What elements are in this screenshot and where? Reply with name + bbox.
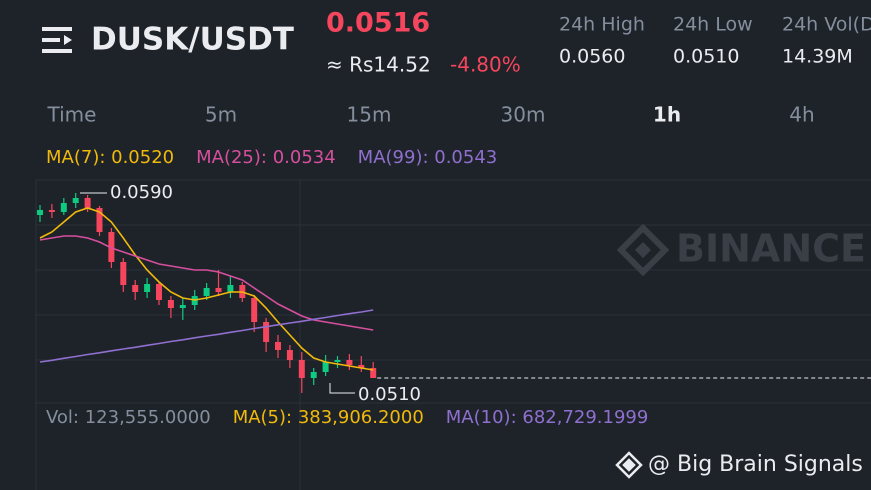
annotation-label: 0.0510 (358, 384, 421, 405)
candle-body (370, 368, 377, 378)
interval-tab[interactable]: 5m (205, 103, 237, 127)
candle-body (156, 284, 162, 300)
candle-body (37, 210, 43, 215)
candle-body (108, 232, 115, 262)
candle-body (358, 365, 365, 368)
annotation-label: 0.0590 (110, 182, 173, 203)
candle-body (203, 288, 210, 296)
menu-arrow (64, 35, 72, 45)
candle-body (215, 288, 222, 292)
candle-body (346, 360, 353, 365)
credit: @ Big Brain Signals (648, 452, 863, 477)
candle-body (167, 300, 174, 308)
ma-legend: MA(25): 0.0534 (196, 147, 336, 168)
watermark: BINANCE (676, 227, 866, 271)
menu-bar (42, 49, 72, 53)
candle-body (275, 342, 281, 350)
candle-body (84, 198, 91, 208)
fiat-price: ≈ Rs14.52 (326, 53, 431, 77)
candle-body (322, 362, 329, 372)
candle-body (48, 210, 55, 212)
interval-tab[interactable]: 4h (789, 103, 814, 127)
interval-tab[interactable]: Time (47, 103, 97, 127)
candle-body (132, 285, 139, 292)
ma-legend: MA(99): 0.0543 (358, 147, 498, 168)
candle-body (144, 284, 151, 292)
ma-line (39, 235, 374, 331)
stat-value: 0.0510 (673, 46, 739, 68)
candle-body (227, 285, 234, 292)
watermark-logo (616, 223, 670, 277)
candle-body (96, 208, 103, 232)
stat-value: 14.39M (782, 46, 853, 68)
candle-body (286, 350, 293, 360)
ma-legend: MA(7): 0.0520 (46, 147, 174, 168)
candle-body (60, 203, 67, 212)
volume-legend: MA(10): 682,729.1999 (446, 407, 649, 428)
candle-body (263, 322, 270, 342)
candle-body (310, 372, 317, 378)
menu-bar (42, 38, 60, 42)
grid (35, 179, 871, 490)
interval-tab[interactable]: 30m (501, 103, 546, 127)
candle-body (334, 360, 341, 362)
change: -4.80% (450, 53, 521, 77)
interval-tab[interactable]: 15m (347, 103, 392, 127)
candle-body (298, 360, 305, 378)
stat-label: 24h High (559, 14, 645, 36)
credit-icon (615, 451, 643, 479)
volume-legend: MA(5): 383,906.2000 (233, 407, 424, 428)
last-price: 0.0516 (326, 8, 430, 39)
candle-body (179, 305, 186, 308)
interval-tab[interactable]: 1h (653, 103, 681, 127)
stat-label: 24h Vol(D (782, 14, 871, 36)
candle-body (251, 298, 258, 322)
pair[interactable]: DUSK/USDT (91, 22, 294, 58)
menu-bar (42, 27, 72, 31)
stat-label: 24h Low (673, 14, 753, 36)
annotation-line (329, 383, 355, 394)
ma-line (39, 309, 374, 363)
candle-body (72, 198, 79, 203)
stat-value: 0.0560 (559, 46, 625, 68)
candle-body (120, 262, 127, 285)
menu-icon[interactable] (42, 27, 72, 53)
volume-legend: Vol: 123,555.0000 (46, 407, 211, 428)
ma-line (39, 207, 374, 371)
